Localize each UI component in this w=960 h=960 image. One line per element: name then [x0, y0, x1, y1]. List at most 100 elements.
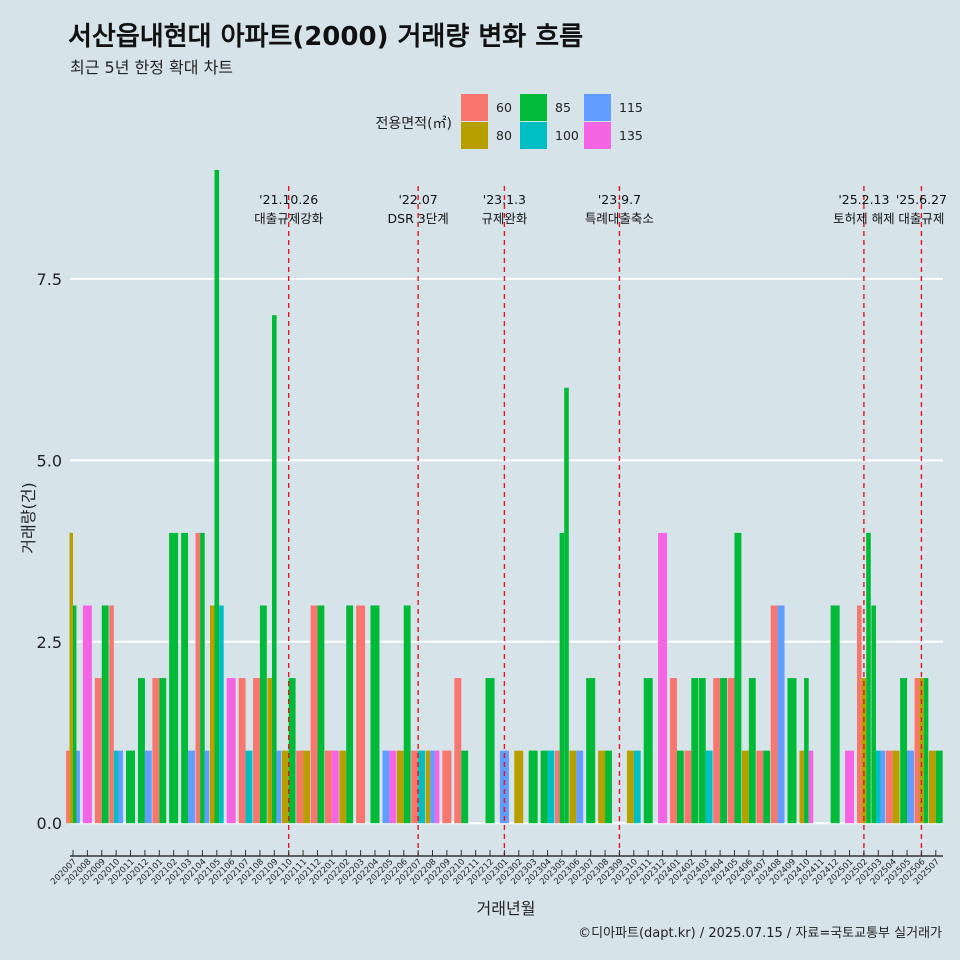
bar-202409-85	[787, 678, 797, 824]
bar-202110-80	[281, 750, 289, 824]
bar-202401-85	[676, 750, 684, 824]
legend-label-135: 135	[619, 128, 643, 143]
bar-202109-115	[276, 750, 282, 824]
event-markers: '21.10.26 대출규제강화 '22.07 DSR 3단계 '23.1.3 규제완화 '…	[254, 186, 947, 855]
bar-202104-115	[204, 750, 210, 824]
bar-202201-60	[324, 750, 332, 824]
bar-202108-85	[259, 605, 267, 824]
bar-202505-85	[900, 678, 908, 824]
event-label-0: 대출규제강화	[254, 211, 324, 226]
bar-202210-60	[454, 678, 462, 824]
bar-202110-85	[288, 678, 296, 824]
event-label-4: 토허제 해제	[833, 211, 894, 226]
bar-202112-85	[317, 605, 325, 824]
bar-202506-80	[919, 678, 924, 824]
legend-swatch-80	[461, 122, 488, 149]
bar-202506-60	[914, 678, 920, 824]
bar-202507-80	[928, 750, 936, 824]
bar-202012-85	[138, 678, 145, 824]
bar-202406-85	[748, 678, 756, 824]
chart-title: 서산읍내현대 아파트(2000) 거래량 변화 흐름	[68, 22, 584, 52]
y-tick-label-2: 5.0	[37, 451, 62, 470]
bar-202203-60	[356, 605, 366, 824]
x-axis-label: 거래년월	[477, 899, 536, 918]
bar-202105-100	[219, 605, 224, 824]
legend-label-80: 80	[496, 128, 512, 143]
bar-202402-85	[691, 678, 699, 824]
legend-swatch-60	[461, 94, 488, 121]
y-tick-label-3: 7.5	[37, 270, 62, 289]
source-caption: ©디아파트(dapt.kr) / 2025.07.15 / 자료=국토교통부 실…	[578, 926, 942, 941]
bar-202308-85	[605, 750, 612, 824]
legend-label-100: 100	[555, 128, 579, 143]
bar-202503-115	[880, 750, 886, 824]
bar-202305-85	[564, 387, 569, 824]
legend-label-60: 60	[496, 100, 512, 115]
bar-202209-60	[442, 750, 452, 824]
bar-202205-135	[389, 750, 397, 824]
bar-202504-80	[892, 750, 900, 824]
bar-202111-60	[296, 750, 304, 824]
bar-202104-60	[195, 532, 201, 824]
bar-202111-80	[303, 750, 310, 824]
bar-202208-135	[434, 750, 440, 824]
event-label-2: 규제완화	[481, 211, 528, 226]
bar-202109-85	[272, 315, 277, 824]
legend: 전용면적(㎡) 60 80 85 100 115 135	[376, 94, 643, 149]
chart-subtitle: 최근 5년 한정 확대 차트	[70, 58, 234, 77]
bar-202305-85	[559, 532, 565, 824]
x-axis: 2020072020082020092020102020112020122021…	[49, 850, 943, 887]
bars	[66, 170, 943, 824]
bar-202504-60	[885, 750, 893, 824]
bar-202210-85	[461, 750, 469, 824]
bar-202206-85	[403, 605, 411, 824]
bar-202405-60	[727, 678, 735, 824]
bar-202404-60	[713, 678, 721, 824]
y-axis: 0.0 2.5 5.0 7.5	[37, 270, 62, 833]
bar-202206-80	[396, 750, 404, 824]
legend-label-85: 85	[555, 100, 571, 115]
event-date-1: '22.07	[399, 192, 438, 207]
bar-202007-115	[76, 750, 80, 824]
event-label-1: DSR 3단계	[388, 211, 449, 226]
legend-swatch-85	[520, 94, 547, 121]
bar-202107-60	[238, 678, 246, 824]
bar-202007-85	[73, 605, 77, 824]
bar-202502-60	[857, 605, 862, 824]
bar-202010-60	[109, 605, 114, 824]
bar-202405-85	[734, 532, 742, 824]
bar-202108-60	[253, 678, 260, 824]
bar-202102-85	[169, 532, 179, 824]
bar-202101-60	[152, 678, 160, 824]
bar-202407-60	[756, 750, 764, 824]
bar-202302-80	[514, 750, 524, 824]
bar-202308-80	[598, 750, 606, 824]
bar-202012-115	[144, 750, 152, 824]
bar-202408-115	[777, 605, 785, 824]
bar-202402-60	[684, 750, 692, 824]
bar-202410-135	[808, 750, 814, 824]
bar-202412-85	[830, 605, 840, 824]
bar-202306-115	[576, 750, 584, 824]
bar-202101-85	[159, 678, 167, 824]
bar-202408-60	[770, 605, 778, 824]
bar-202112-60	[310, 605, 318, 824]
bar-202202-85	[346, 605, 354, 824]
bar-202304-100	[547, 750, 555, 824]
legend-label-115: 115	[619, 100, 643, 115]
bar-202304-85	[540, 750, 548, 824]
bar-202104-85	[200, 532, 205, 824]
bar-202406-80	[741, 750, 749, 824]
bar-202506-85	[923, 678, 929, 824]
event-label-5: 대출규제	[898, 211, 944, 226]
bar-202009-85	[101, 605, 109, 824]
bar-202204-85	[370, 605, 380, 824]
bar-202410-80	[799, 750, 805, 824]
y-tick-label-1: 2.5	[37, 633, 62, 652]
bar-202310-100	[633, 750, 641, 824]
bar-202303-85	[528, 750, 538, 824]
bar-202008-135	[82, 605, 92, 824]
bar-202410-85	[804, 678, 809, 824]
bar-202105-85	[214, 170, 220, 824]
